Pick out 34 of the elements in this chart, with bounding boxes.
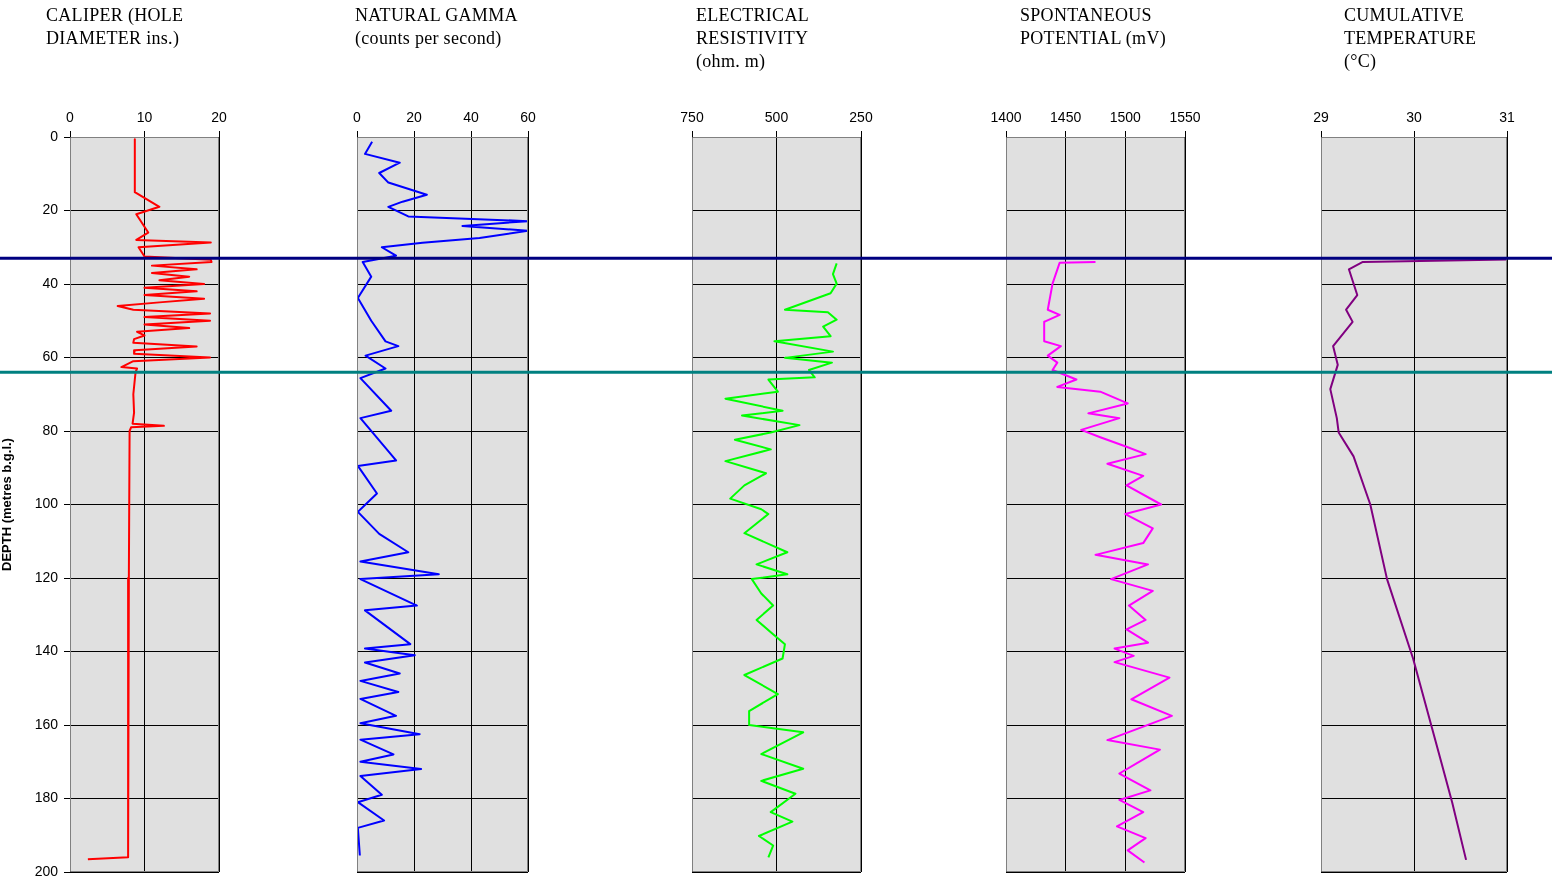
x-tick-label: 1500 — [1109, 109, 1142, 126]
y-tick-label: 20 — [42, 201, 59, 218]
x-tick-label: 0 — [66, 109, 75, 126]
chart-title: CUMULATIVE TEMPERATURE (°C) — [1344, 4, 1477, 73]
y-tick-label: 40 — [42, 274, 59, 291]
y-tick-label: 180 — [34, 789, 59, 806]
y-tick-label: 120 — [34, 568, 59, 585]
chart-title: SPONTANEOUS POTENTIAL (mV) — [1020, 4, 1167, 50]
y-tick-label: 140 — [34, 642, 59, 659]
x-tick-label: 20 — [211, 109, 227, 126]
x-tick-label: 500 — [764, 109, 789, 126]
x-tick-label: 0 — [353, 109, 362, 126]
x-tick-label: 1450 — [1050, 109, 1082, 126]
x-tick-label: 1400 — [990, 109, 1022, 126]
x-tick-label: 10 — [136, 109, 153, 126]
y-tick-label: 0 — [50, 127, 59, 144]
x-tick-label: 750 — [680, 109, 704, 126]
chart-title: ELECTRICAL RESISTIVITY (ohm. m) — [696, 4, 809, 73]
x-tick-label: 1550 — [1169, 109, 1201, 126]
y-axis-title: DEPTH (metres b.g.l.) — [0, 438, 15, 571]
y-tick-label: 60 — [42, 348, 59, 365]
x-tick-label: 20 — [406, 109, 422, 126]
x-tick-label: 40 — [463, 109, 479, 126]
x-tick-label: 29 — [1313, 109, 1329, 126]
y-tick-label: 200 — [34, 862, 59, 879]
x-tick-label: 250 — [849, 109, 873, 126]
y-tick-label: 100 — [34, 495, 59, 512]
chart-title: CALIPER (HOLE DIAMETER ins.) — [46, 4, 184, 50]
y-tick-label: 160 — [34, 715, 59, 732]
y-tick-label: 80 — [42, 421, 59, 438]
x-tick-label: 30 — [1406, 109, 1422, 126]
chart-title: NATURAL GAMMA (counts per second) — [355, 4, 518, 50]
x-tick-label: 31 — [1499, 109, 1515, 126]
x-tick-label: 60 — [520, 109, 536, 126]
